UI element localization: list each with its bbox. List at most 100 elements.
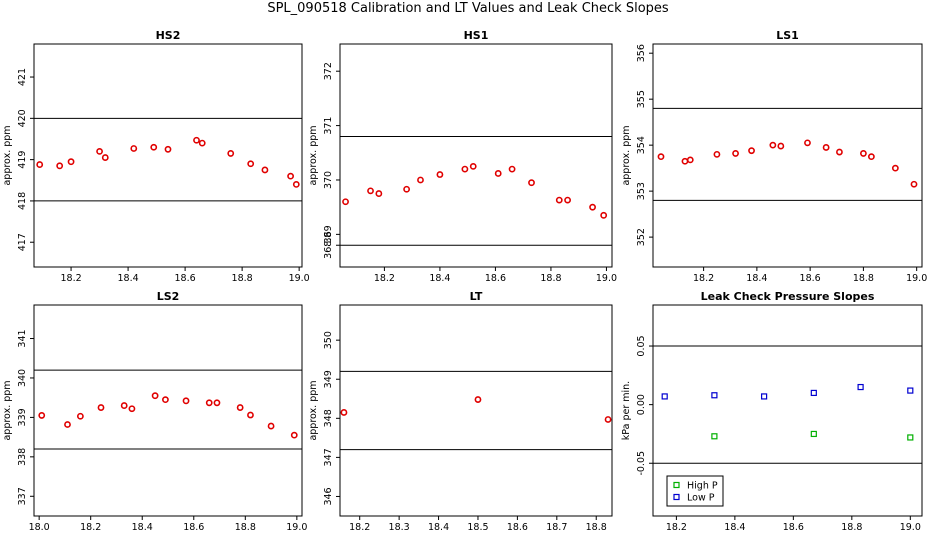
data-point	[36, 161, 44, 168]
data-point	[236, 404, 244, 411]
data-point	[198, 139, 206, 147]
x-tick-label: 18.6	[800, 273, 821, 284]
x-tick-label: 18.6	[507, 522, 528, 533]
data-point	[56, 162, 64, 170]
data-point	[162, 396, 169, 404]
x-tick-label: 19.0	[289, 273, 310, 284]
x-tick-label: 18.4	[746, 273, 767, 284]
data-point	[822, 144, 830, 151]
y-axis-label: approx. ppm	[621, 125, 632, 185]
x-tick-label: 19.0	[286, 522, 307, 533]
x-tick-label: 18.8	[540, 273, 561, 284]
y-tick-label: 420	[17, 109, 28, 127]
y-axis-label: approx. ppm	[2, 380, 13, 440]
data-point	[182, 397, 190, 405]
panel-title: HS2	[156, 29, 181, 42]
data-point	[213, 399, 221, 407]
data-point	[907, 387, 914, 394]
panel-4: LT approx. ppm 18.2 18.3 18.4 18.5 18.6 18.7 18.…	[308, 290, 613, 533]
data-point	[711, 433, 718, 440]
data-point	[417, 176, 424, 184]
legend-label: Low P	[687, 493, 715, 504]
y-tick-label: 417	[17, 233, 28, 251]
x-tick-label: 18.2	[60, 273, 81, 284]
data-point	[907, 434, 914, 441]
y-tick-label: 337	[17, 487, 28, 505]
panel-0: HS2 approx. ppm 18.2 18.4 18.6 18.8 19.0 417 418…	[2, 29, 310, 284]
data-point	[508, 165, 516, 173]
y-tick-label: 418	[17, 192, 28, 210]
page-title: SPL_090518 Calibration and LT Values and…	[267, 1, 669, 16]
data-point	[342, 198, 349, 206]
data-point	[164, 145, 172, 153]
x-tick-label: 18.6	[183, 522, 204, 533]
y-tick-label: 340	[17, 369, 28, 387]
data-point	[910, 180, 918, 188]
data-point	[589, 203, 596, 211]
data-point	[769, 141, 777, 149]
panel-5: Leak Check Pressure Slopes kPa per min. 18…	[621, 290, 923, 533]
y-tick-label: -0.05	[636, 451, 647, 476]
panel-title: LT	[470, 290, 483, 303]
y-tick-label: 353	[636, 182, 647, 200]
data-point	[600, 211, 608, 219]
x-tick-label: 18.3	[389, 522, 410, 533]
data-point	[857, 383, 864, 391]
panel-3: LS2 approx. ppm 18.0 18.2 18.4 18.6 18.8 19.0 33…	[2, 290, 307, 533]
x-tick-label: 18.2	[80, 522, 101, 533]
data-point	[748, 147, 755, 155]
y-tick-label: 347	[323, 448, 334, 466]
y-tick-label: 346	[323, 487, 334, 505]
data-point	[97, 404, 105, 411]
data-point	[76, 412, 84, 420]
data-point	[290, 431, 298, 439]
x-tick-label: 18.8	[586, 522, 607, 533]
legend-box	[666, 475, 724, 507]
data-point	[810, 389, 817, 397]
x-tick-label: 18.4	[132, 522, 153, 533]
x-tick-label: 18.4	[428, 522, 449, 533]
data-point	[101, 154, 109, 161]
x-tick-label: 18.2	[374, 273, 395, 284]
data-point	[867, 153, 875, 161]
y-tick-label: 368.8	[323, 232, 334, 259]
data-point	[661, 393, 668, 400]
y-tick-label: 372	[323, 62, 334, 80]
panel-2: LS1 approx. ppm 18.2 18.4 18.6 18.8 19.0 352 353…	[621, 29, 927, 284]
y-tick-label: 356	[636, 44, 647, 62]
data-point	[128, 405, 136, 413]
x-tick-label: 18.8	[232, 273, 253, 284]
data-point	[555, 196, 563, 204]
data-point	[732, 150, 739, 157]
x-tick-label: 18.4	[429, 273, 450, 284]
data-point	[891, 164, 899, 172]
data-point	[657, 153, 665, 161]
data-point	[810, 430, 817, 438]
plot-frame	[33, 43, 303, 268]
x-tick-label: 18.7	[546, 522, 567, 533]
data-point	[67, 158, 75, 166]
data-point	[528, 179, 535, 187]
data-point	[247, 411, 254, 419]
data-point	[711, 392, 718, 399]
y-tick-label: 339	[17, 408, 28, 426]
x-tick-label: 18.8	[841, 522, 862, 533]
data-point	[681, 157, 689, 165]
x-tick-label: 18.0	[29, 522, 50, 533]
data-point	[564, 196, 571, 204]
x-tick-label: 18.4	[118, 273, 139, 284]
x-tick-label: 19.0	[596, 273, 617, 284]
data-point	[604, 416, 612, 423]
data-point	[205, 399, 213, 407]
panel-title: HS1	[464, 29, 489, 42]
data-point	[375, 190, 383, 197]
data-point	[340, 409, 348, 416]
legend-marker	[673, 493, 680, 501]
y-tick-label: 348	[323, 409, 334, 427]
y-tick-label: 350	[323, 331, 334, 349]
legend-marker	[673, 481, 680, 489]
y-tick-label: 338	[17, 448, 28, 466]
y-tick-label: 354	[636, 136, 647, 154]
